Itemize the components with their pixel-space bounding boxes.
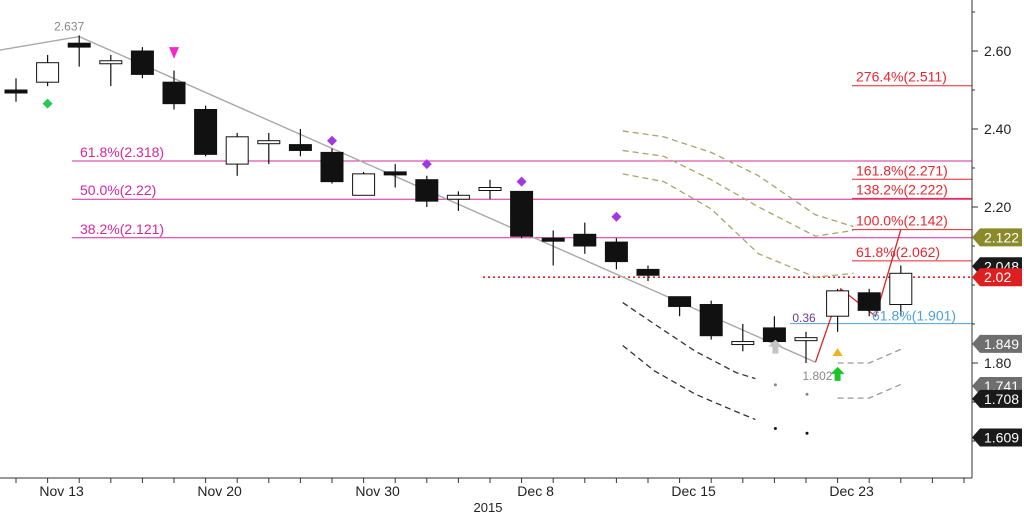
level-labels: 61.8%(2.318) 50.0%(2.22) 38.2%(2.121) 276.4… xyxy=(54,20,956,384)
sell-diamond-marker xyxy=(611,211,622,222)
candle-body xyxy=(320,151,344,183)
dark-band-curve xyxy=(622,344,756,421)
candle-body xyxy=(446,194,470,200)
x-axis-title: 2015 xyxy=(474,500,503,515)
candle-body xyxy=(415,179,439,202)
y-tick-label: 2.60 xyxy=(984,43,1011,59)
candle-body xyxy=(699,304,723,337)
up-triangle-marker xyxy=(832,348,843,356)
band-dot xyxy=(773,427,777,431)
wave-ratio-label: 0.36 xyxy=(792,311,816,325)
candle-body xyxy=(162,81,186,105)
dark-band-curve xyxy=(622,302,756,380)
x-tick-label: Dec 23 xyxy=(829,483,874,499)
olive-band-curve xyxy=(622,130,854,228)
candle-body xyxy=(857,292,881,311)
extension-label: 61.8%(2.062) xyxy=(856,244,940,260)
band-dot xyxy=(805,392,809,396)
olive-band-curve xyxy=(622,149,854,237)
price-tag-label: 1.708 xyxy=(984,391,1019,407)
candle-body xyxy=(130,50,154,75)
candle-body xyxy=(67,42,91,48)
candle-body xyxy=(762,327,786,343)
x-tick-label: Nov 30 xyxy=(355,483,400,499)
grey-band-curve xyxy=(837,383,902,399)
candle-body xyxy=(99,60,123,65)
y-tick-label: 1.80 xyxy=(984,355,1011,371)
price-tag-label: 2.122 xyxy=(984,229,1019,245)
sell-diamond-marker xyxy=(421,159,432,170)
band-dot xyxy=(773,383,777,387)
sell-diamond-marker xyxy=(516,176,527,187)
extension-label: 100.0%(2.142) xyxy=(856,213,948,229)
candle-body xyxy=(478,187,502,191)
price-tag: 1.609 xyxy=(972,428,1022,447)
price-tag: 1.708 xyxy=(972,389,1022,408)
down-triangle-marker xyxy=(169,47,179,59)
swing-label: 1.802 xyxy=(802,369,832,383)
candle-body xyxy=(889,272,913,305)
grey-band-curve xyxy=(837,348,902,364)
envelope-bands xyxy=(622,130,902,435)
blue-level-label: 61.8%(1.901) xyxy=(872,308,956,324)
candle-body xyxy=(194,109,218,155)
candle-body xyxy=(225,136,249,165)
price-tag-bg xyxy=(972,334,1022,353)
candle-body xyxy=(731,341,755,346)
candle-body xyxy=(573,233,597,247)
candle-body xyxy=(668,296,692,307)
x-tick-label: Nov 13 xyxy=(39,483,84,499)
extension-label: 138.2%(2.222) xyxy=(856,181,948,197)
candle-body xyxy=(636,268,660,276)
signal-markers xyxy=(42,47,845,381)
price-tag-label: 2.02 xyxy=(984,269,1011,285)
grey-up-arrow xyxy=(768,339,783,354)
candle-body xyxy=(383,171,407,176)
y-tick-label: 2.40 xyxy=(984,121,1011,137)
price-tag-label: 1.849 xyxy=(984,336,1019,352)
buy-diamond-marker xyxy=(42,98,53,109)
candle-body xyxy=(826,290,850,317)
price-tag-bg xyxy=(972,268,1022,287)
candle-body xyxy=(36,62,60,83)
candle-body xyxy=(541,237,565,242)
retracement-label: 50.0%(2.22) xyxy=(80,182,156,198)
x-tick-label: Dec 8 xyxy=(517,483,554,499)
retracement-label: 61.8%(2.318) xyxy=(80,144,164,160)
x-tick-label: Nov 20 xyxy=(197,483,242,499)
candle-body xyxy=(794,337,818,342)
price-tag-bg xyxy=(972,228,1022,247)
x-tick-label: Dec 15 xyxy=(671,483,716,499)
price-tag-bg xyxy=(972,389,1022,408)
candle-body xyxy=(4,89,28,94)
olive-band-curve xyxy=(622,173,854,278)
price-tag: 2.122 xyxy=(972,228,1022,247)
y-tick-label: 2.20 xyxy=(984,199,1011,215)
swing-label: 2.637 xyxy=(54,20,84,34)
candle-body xyxy=(257,140,281,145)
price-tag-bg xyxy=(972,428,1022,447)
candle-body xyxy=(604,241,628,263)
retracement-label: 38.2%(2.121) xyxy=(80,221,164,237)
extension-label: 161.8%(2.271) xyxy=(856,162,948,178)
candles xyxy=(4,35,913,363)
candle-body xyxy=(288,144,312,151)
price-tag: 1.849 xyxy=(972,334,1022,353)
sell-diamond-marker xyxy=(327,135,337,146)
band-dot xyxy=(805,431,809,435)
price-tag: 2.02 xyxy=(972,268,1022,287)
candle-body xyxy=(510,190,534,237)
price-tag-label: 1.609 xyxy=(984,429,1019,445)
candle-body xyxy=(352,173,376,196)
green-up-arrow xyxy=(830,366,845,381)
extension-label: 276.4%(2.511) xyxy=(856,69,947,85)
